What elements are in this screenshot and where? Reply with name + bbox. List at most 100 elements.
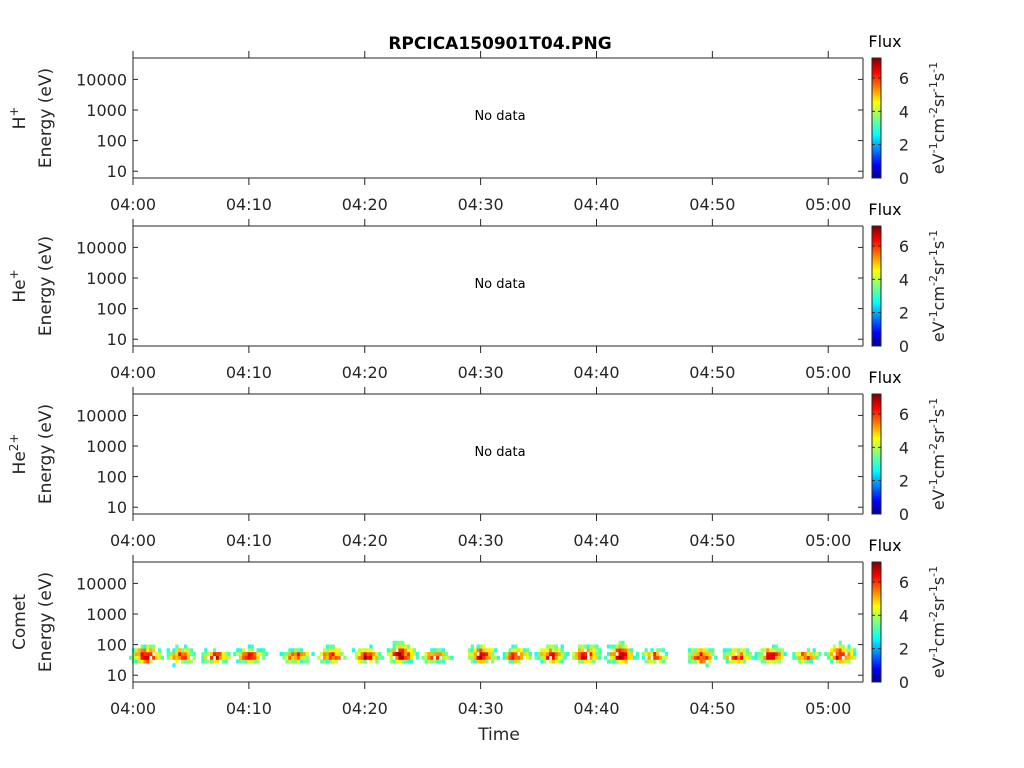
flux-cell	[482, 652, 486, 657]
flux-cell	[650, 648, 654, 653]
flux-cell	[152, 655, 156, 660]
flux-cell	[543, 652, 547, 657]
flux-cell	[557, 648, 561, 653]
flux-cell	[708, 652, 712, 657]
flux-cell	[224, 655, 228, 660]
flux-cell	[221, 659, 225, 664]
flux-cell	[201, 659, 205, 664]
flux-cell	[774, 659, 779, 664]
flux-cell	[803, 655, 808, 660]
flux-cell	[247, 652, 251, 657]
flux-cell	[369, 659, 373, 664]
flux-cell	[621, 648, 625, 653]
flux-cell	[438, 648, 443, 653]
flux-cell	[777, 655, 782, 660]
flux-cell	[436, 655, 440, 660]
flux-cell	[604, 655, 608, 660]
flux-cell	[659, 659, 663, 664]
flux-cell	[627, 655, 631, 660]
flux-cell	[798, 655, 802, 660]
flux-cell	[404, 644, 408, 649]
flux-cell	[650, 659, 654, 664]
y-tick-label: 10	[107, 330, 127, 349]
flux-cell	[256, 652, 260, 657]
colorbar-title: Flux	[868, 32, 901, 51]
flux-cell	[850, 648, 854, 653]
flux-cell	[421, 655, 425, 660]
flux-cell	[838, 648, 842, 653]
flux-cell	[181, 659, 185, 664]
flux-cell	[398, 648, 402, 653]
flux-cell	[557, 659, 561, 664]
flux-cell	[734, 655, 738, 660]
flux-cell	[722, 652, 726, 657]
flux-cell	[688, 659, 692, 664]
flux-cell	[548, 652, 553, 657]
flux-cell	[334, 648, 338, 653]
flux-cell	[554, 648, 558, 653]
flux-cell	[331, 655, 335, 660]
flux-cell	[175, 655, 179, 660]
flux-cell	[155, 655, 159, 660]
flux-burst	[386, 640, 419, 664]
flux-cell	[366, 652, 370, 657]
flux-cell	[760, 652, 764, 657]
flux-cell	[566, 652, 570, 657]
flux-cell	[325, 655, 330, 660]
colorbar-tick-label: 4	[899, 606, 909, 625]
flux-cell	[404, 648, 408, 653]
y-tick-label: 10	[107, 498, 127, 517]
flux-cell	[262, 648, 266, 653]
flux-cell	[395, 644, 399, 649]
flux-cell	[325, 644, 330, 649]
flux-cell	[479, 648, 483, 653]
flux-cell	[285, 652, 289, 657]
flux-cell	[210, 652, 214, 657]
flux-cell	[780, 655, 784, 660]
flux-cell	[575, 652, 579, 657]
flux-cell	[514, 659, 518, 664]
flux-cell	[320, 652, 324, 657]
flux-cell	[757, 652, 761, 657]
flux-cell	[502, 655, 506, 660]
flux-cell	[386, 652, 390, 657]
flux-cell	[560, 648, 564, 653]
flux-cell	[795, 655, 799, 660]
flux-cell	[702, 648, 706, 653]
flux-cell	[708, 659, 712, 664]
flux-cell	[621, 652, 625, 657]
flux-cell	[537, 652, 541, 657]
flux-cell	[635, 652, 640, 657]
flux-cell	[389, 652, 393, 657]
flux-burst	[534, 644, 570, 664]
flux-cell	[155, 652, 159, 657]
colorbar-tick-label: 0	[899, 505, 909, 524]
flux-cell	[175, 648, 179, 653]
flux-cell	[294, 652, 298, 657]
flux-cell	[479, 659, 483, 664]
flux-cell	[372, 652, 376, 657]
flux-cell	[299, 655, 304, 660]
flux-cell	[661, 655, 666, 660]
flux-cell	[218, 655, 222, 660]
flux-cell	[751, 655, 755, 660]
flux-cell	[702, 655, 706, 660]
x-tick-label: 05:00	[805, 363, 851, 382]
flux-cell	[334, 652, 338, 657]
flux-cell	[737, 659, 741, 664]
flux-cell	[615, 644, 619, 649]
flux-cell	[247, 655, 251, 660]
flux-cell	[621, 659, 625, 664]
flux-cell	[210, 659, 214, 664]
flux-cell	[745, 648, 750, 653]
flux-cell	[178, 655, 182, 660]
flux-cell	[563, 652, 567, 657]
flux-burst	[166, 644, 196, 668]
flux-cell	[360, 652, 364, 657]
flux-cell	[241, 659, 246, 664]
flux-cell	[250, 659, 254, 664]
flux-burst	[279, 648, 315, 664]
flux-cell	[386, 648, 390, 653]
flux-cell	[580, 659, 585, 664]
flux-cell	[705, 648, 709, 653]
